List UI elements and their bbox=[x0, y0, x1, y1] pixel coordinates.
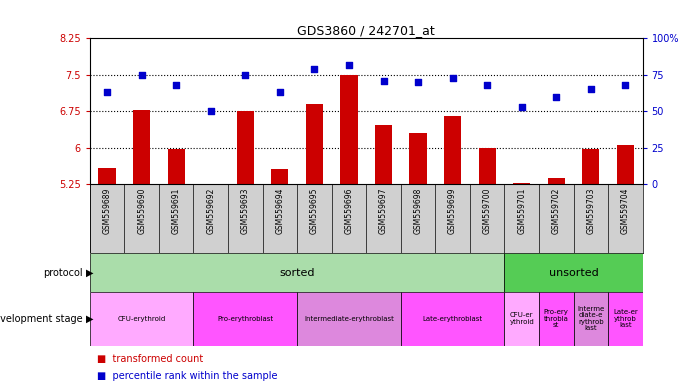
Text: unsorted: unsorted bbox=[549, 268, 598, 278]
Text: GSM559698: GSM559698 bbox=[413, 188, 423, 234]
Text: CFU-erythroid: CFU-erythroid bbox=[117, 316, 166, 322]
Text: GSM559704: GSM559704 bbox=[621, 188, 630, 234]
Bar bbox=[608, 292, 643, 346]
Bar bbox=[513, 183, 530, 184]
Point bbox=[447, 75, 458, 81]
Bar bbox=[167, 149, 184, 184]
Point bbox=[551, 94, 562, 100]
Point bbox=[620, 82, 631, 88]
Title: GDS3860 / 242701_at: GDS3860 / 242701_at bbox=[297, 24, 435, 37]
Text: GSM559690: GSM559690 bbox=[137, 188, 146, 234]
Text: development stage: development stage bbox=[0, 314, 83, 324]
Bar bbox=[616, 145, 634, 184]
Bar bbox=[547, 178, 565, 184]
Text: GSM559696: GSM559696 bbox=[344, 188, 354, 234]
Text: ■  percentile rank within the sample: ■ percentile rank within the sample bbox=[97, 371, 277, 381]
Bar bbox=[401, 292, 504, 346]
Text: GSM559694: GSM559694 bbox=[275, 188, 285, 234]
Bar bbox=[574, 292, 608, 346]
Point bbox=[240, 72, 251, 78]
Text: ■  transformed count: ■ transformed count bbox=[97, 354, 203, 364]
Text: GSM559703: GSM559703 bbox=[586, 188, 596, 234]
Point bbox=[413, 79, 424, 85]
Bar bbox=[133, 110, 150, 184]
Bar bbox=[582, 149, 599, 184]
Bar bbox=[504, 253, 643, 292]
Text: Late-erythroblast: Late-erythroblast bbox=[422, 316, 483, 322]
Bar bbox=[504, 292, 539, 346]
Text: Pro-erythroblast: Pro-erythroblast bbox=[217, 316, 274, 322]
Bar bbox=[202, 184, 219, 185]
Text: Late-er
ythrob
last: Late-er ythrob last bbox=[613, 309, 638, 328]
Point bbox=[309, 66, 320, 72]
Text: GSM559689: GSM559689 bbox=[102, 188, 112, 234]
Text: GSM559702: GSM559702 bbox=[551, 188, 561, 234]
Point bbox=[482, 82, 493, 88]
Bar bbox=[193, 292, 297, 346]
Point bbox=[102, 89, 113, 96]
Point bbox=[343, 61, 354, 68]
Text: GSM559693: GSM559693 bbox=[240, 188, 250, 234]
Bar bbox=[98, 168, 115, 184]
Point bbox=[136, 72, 147, 78]
Text: sorted: sorted bbox=[279, 268, 315, 278]
Text: GSM559700: GSM559700 bbox=[482, 188, 492, 234]
Point bbox=[378, 78, 389, 84]
Text: GSM559691: GSM559691 bbox=[171, 188, 181, 234]
Text: Interme
diate-e
rythrob
last: Interme diate-e rythrob last bbox=[577, 306, 605, 331]
Bar bbox=[375, 125, 392, 184]
Text: Intermediate-erythroblast: Intermediate-erythroblast bbox=[304, 316, 394, 322]
Bar bbox=[409, 133, 426, 184]
Point bbox=[205, 108, 216, 114]
Text: GSM559701: GSM559701 bbox=[517, 188, 527, 234]
Bar bbox=[297, 292, 401, 346]
Text: CFU-er
ythroid: CFU-er ythroid bbox=[509, 313, 534, 325]
Point bbox=[516, 104, 527, 110]
Bar bbox=[90, 253, 504, 292]
Text: GSM559697: GSM559697 bbox=[379, 188, 388, 234]
Bar bbox=[444, 116, 461, 184]
Text: GSM559699: GSM559699 bbox=[448, 188, 457, 234]
Bar bbox=[271, 169, 288, 184]
Text: GSM559692: GSM559692 bbox=[206, 188, 216, 234]
Bar bbox=[539, 292, 574, 346]
Text: GSM559695: GSM559695 bbox=[310, 188, 319, 234]
Bar bbox=[340, 75, 358, 184]
Bar bbox=[478, 148, 495, 184]
Bar bbox=[305, 104, 323, 184]
Text: ▶: ▶ bbox=[86, 314, 94, 324]
Point bbox=[171, 82, 182, 88]
Point bbox=[585, 86, 596, 93]
Text: protocol: protocol bbox=[44, 268, 83, 278]
Bar bbox=[90, 292, 193, 346]
Text: ▶: ▶ bbox=[86, 268, 94, 278]
Point bbox=[274, 89, 285, 96]
Bar bbox=[236, 111, 254, 184]
Text: Pro-ery
throbla
st: Pro-ery throbla st bbox=[544, 309, 569, 328]
